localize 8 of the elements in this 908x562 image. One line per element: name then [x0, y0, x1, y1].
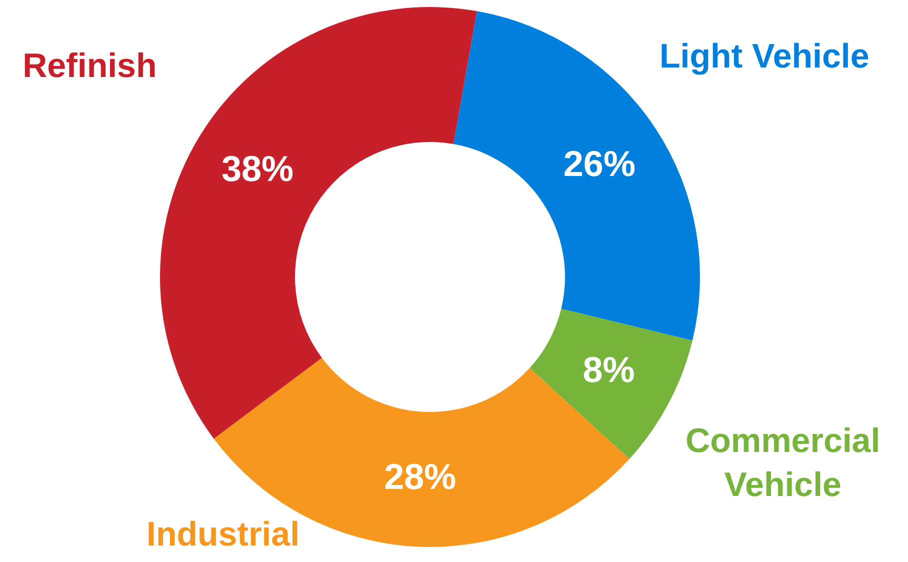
slice-label: Light Vehicle	[660, 38, 870, 76]
slice-label: Industrial	[146, 515, 300, 554]
data-label: 26%	[563, 143, 636, 184]
slice-label: Commercial Vehicle	[686, 422, 880, 504]
data-label: 28%	[384, 456, 456, 498]
data-label: 38%	[221, 148, 294, 189]
slice-label: Refinish	[22, 46, 157, 85]
data-label: 8%	[582, 348, 635, 390]
